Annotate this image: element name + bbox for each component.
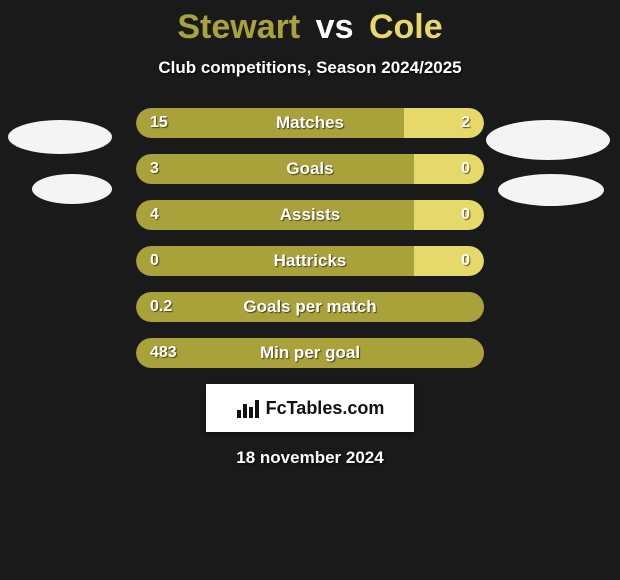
stat-bar-left bbox=[136, 200, 414, 230]
stat-value-left: 3 bbox=[150, 160, 159, 178]
stat-value-left: 0.2 bbox=[150, 298, 172, 316]
stat-label: Matches bbox=[276, 113, 344, 133]
stat-value-right: 0 bbox=[461, 252, 470, 270]
stat-bar-right bbox=[414, 154, 484, 184]
vs-text: vs bbox=[316, 8, 354, 46]
stat-row: 0 0 Hattricks bbox=[136, 246, 484, 276]
comparison-title: Stewart vs Cole bbox=[0, 0, 620, 44]
stat-value-right: 2 bbox=[461, 114, 470, 132]
subtitle: Club competitions, Season 2024/2025 bbox=[0, 58, 620, 78]
stat-value-left: 4 bbox=[150, 206, 159, 224]
source-logo-text: FcTables.com bbox=[266, 398, 385, 419]
stat-bar-right bbox=[414, 246, 484, 276]
stat-bar-right bbox=[414, 200, 484, 230]
stat-row: 483 Min per goal bbox=[136, 338, 484, 368]
stat-value-left: 0 bbox=[150, 252, 159, 270]
stat-value-left: 15 bbox=[150, 114, 168, 132]
bar-chart-icon bbox=[236, 398, 260, 418]
team-badge-left-1 bbox=[8, 120, 112, 154]
stat-value-left: 483 bbox=[150, 344, 177, 362]
player1-name: Stewart bbox=[177, 8, 300, 46]
content-area: 15 2 Matches 3 0 Goals 4 0 Assists 0 0 Hattricks 0.2… bbox=[0, 108, 620, 368]
stat-label: Goals bbox=[286, 159, 333, 179]
team-badge-right-1 bbox=[486, 120, 610, 160]
stat-bars: 15 2 Matches 3 0 Goals 4 0 Assists 0 0 Hattricks 0.2… bbox=[136, 108, 484, 368]
stat-label: Goals per match bbox=[243, 297, 376, 317]
stat-label: Assists bbox=[280, 205, 340, 225]
stat-value-right: 0 bbox=[461, 160, 470, 178]
stat-bar-left bbox=[136, 154, 414, 184]
stat-label: Min per goal bbox=[260, 343, 360, 363]
stat-value-right: 0 bbox=[461, 206, 470, 224]
team-badge-right-2 bbox=[498, 174, 604, 206]
player2-name: Cole bbox=[369, 8, 443, 46]
stat-row: 3 0 Goals bbox=[136, 154, 484, 184]
stat-row: 0.2 Goals per match bbox=[136, 292, 484, 322]
source-logo: FcTables.com bbox=[206, 384, 414, 432]
stat-bar-right bbox=[404, 108, 484, 138]
stat-row: 4 0 Assists bbox=[136, 200, 484, 230]
team-badge-left-2 bbox=[32, 174, 112, 204]
stat-label: Hattricks bbox=[274, 251, 347, 271]
stat-bar-left bbox=[136, 108, 404, 138]
stat-row: 15 2 Matches bbox=[136, 108, 484, 138]
footer-date: 18 november 2024 bbox=[0, 448, 620, 468]
